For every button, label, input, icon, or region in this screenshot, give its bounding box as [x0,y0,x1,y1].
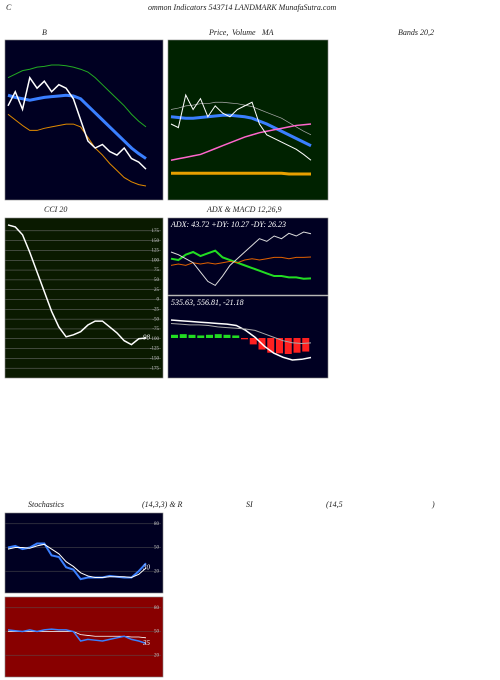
panel-text: 535.63, 556.81, -21.18 [171,298,244,307]
panel-label: Bands 20,2 [398,28,434,37]
y-tick-label: 50 [154,546,160,551]
series-line [7,543,147,579]
histogram-bar [249,338,257,345]
histogram-bar [276,338,283,354]
y-tick-label: 75 [154,268,160,273]
series-line [171,171,311,176]
series-line [170,113,312,148]
y-tick-label: 50 [154,630,160,635]
histogram-bar [302,338,310,352]
series-line [7,542,147,581]
histogram-bar [214,334,222,338]
series-line [170,256,312,266]
panel-label: Price, [208,28,228,37]
series-line [170,249,312,280]
header-title: ommon Indicators 543714 LANDMARK MunafaS… [148,3,336,12]
histogram-bar [267,338,275,353]
panel [4,512,164,594]
histogram-bar [232,335,240,338]
y-tick-label: 0 [157,298,160,303]
series-line [7,75,147,170]
panel-label: B [42,28,47,37]
series-line [7,113,147,187]
histogram-bar [284,338,292,354]
y-tick-label: 100 [152,258,160,263]
histogram-bar [293,338,301,353]
panel-label: Stochastics [28,500,64,509]
histogram-bar [197,335,205,338]
panel-label: ADX & MACD 12,26,9 [206,205,281,214]
y-tick-label: -150 [150,357,160,362]
panel-label: ) [431,500,435,509]
histogram-bar [188,334,196,338]
series-line [170,101,312,136]
y-tick-label: 20 [154,569,160,574]
value-label: 98 [143,334,151,342]
panel-text: ADX: 43.72 +DY: 10.27 -DY: 26.23 [170,220,286,229]
value-label: 30 [142,564,151,572]
panel-label: (14,3,3) & R [142,500,183,509]
value-label: 35 [142,639,151,647]
header-c: C [6,3,12,12]
panel [4,217,164,379]
y-tick-label: 80 [154,606,160,611]
panel [167,39,329,201]
watermark: MunafaSutra.com [171,570,345,596]
series-line [7,93,147,160]
panel-label: SI [246,500,253,509]
y-tick-label: 50 [154,278,160,283]
y-tick-label: -75 [152,327,159,332]
series-line [7,64,147,128]
panel-label: Volume [232,28,256,37]
y-tick-label: 25 [154,288,160,293]
y-tick-label: 80 [154,522,160,527]
y-tick-label: -125 [150,347,160,352]
y-tick-label: 175 [152,229,160,234]
series-line [170,231,312,287]
series-line [170,93,312,161]
y-tick-label: 20 [154,653,160,658]
panel [167,217,329,296]
y-tick-label: -100 [150,337,160,342]
histogram-bar [171,334,178,338]
panel-label: (14,5 [326,500,343,509]
series-line [170,322,312,344]
histogram-bar [223,334,231,338]
histogram-bar [241,338,248,340]
histogram-bar [179,334,187,338]
panel-label: MA [261,28,274,37]
y-tick-label: -50 [152,317,159,322]
series-line [170,123,312,161]
y-tick-label: 125 [152,249,160,254]
y-tick-label: -25 [152,307,159,312]
panel-label: CCI 20 [44,205,67,214]
series-line [7,224,147,346]
y-tick-label: 150 [152,239,160,244]
histogram-bar [206,334,213,338]
series-line [7,628,147,645]
panel [4,39,164,201]
y-tick-label: -175 [150,366,160,371]
series-line [170,319,312,361]
